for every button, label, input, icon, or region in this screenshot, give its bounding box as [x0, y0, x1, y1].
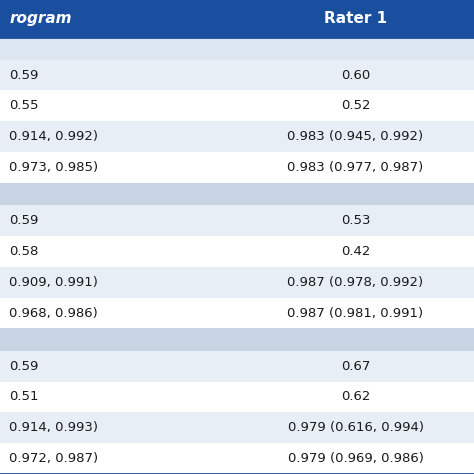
Text: 0.52: 0.52 [341, 100, 370, 112]
Bar [0, 0, 474, 37]
Text: 0.53: 0.53 [341, 214, 370, 227]
Bar [0, 443, 474, 474]
Text: 0.983 (0.945, 0.992): 0.983 (0.945, 0.992) [287, 130, 424, 143]
Bar [0, 412, 474, 443]
Text: 0.968, 0.986): 0.968, 0.986) [9, 307, 98, 319]
Text: 0.909, 0.991): 0.909, 0.991) [9, 276, 99, 289]
Bar [0, 152, 474, 183]
Text: 0.987 (0.981, 0.991): 0.987 (0.981, 0.991) [287, 307, 424, 319]
Text: rogram: rogram [9, 11, 72, 26]
Bar [0, 60, 474, 91]
Text: 0.60: 0.60 [341, 69, 370, 82]
Text: 0.67: 0.67 [341, 360, 370, 373]
Text: Rater 1: Rater 1 [324, 11, 387, 26]
Text: 0.979 (0.969, 0.986): 0.979 (0.969, 0.986) [288, 452, 423, 465]
Bar [0, 236, 474, 267]
Bar [0, 183, 474, 205]
Text: 0.979 (0.616, 0.994): 0.979 (0.616, 0.994) [288, 421, 423, 434]
Bar [0, 328, 474, 351]
Text: 0.914, 0.993): 0.914, 0.993) [9, 421, 99, 434]
Text: 0.62: 0.62 [341, 391, 370, 403]
Text: 0.51: 0.51 [9, 391, 39, 403]
Text: 0.972, 0.987): 0.972, 0.987) [9, 452, 99, 465]
Bar [0, 298, 474, 328]
Text: 0.59: 0.59 [9, 69, 39, 82]
Bar [0, 351, 474, 382]
Text: 0.55: 0.55 [9, 100, 39, 112]
Text: 0.42: 0.42 [341, 245, 370, 258]
Text: 0.59: 0.59 [9, 360, 39, 373]
Text: 0.973, 0.985): 0.973, 0.985) [9, 161, 99, 174]
Text: 0.914, 0.992): 0.914, 0.992) [9, 130, 99, 143]
Bar [0, 91, 474, 121]
Text: 0.58: 0.58 [9, 245, 39, 258]
Bar [0, 267, 474, 298]
Bar [0, 205, 474, 236]
Bar [0, 37, 474, 60]
Bar [0, 121, 474, 152]
Text: 0.59: 0.59 [9, 214, 39, 227]
Bar [0, 382, 474, 412]
Text: 0.987 (0.978, 0.992): 0.987 (0.978, 0.992) [287, 276, 424, 289]
Text: 0.983 (0.977, 0.987): 0.983 (0.977, 0.987) [287, 161, 424, 174]
